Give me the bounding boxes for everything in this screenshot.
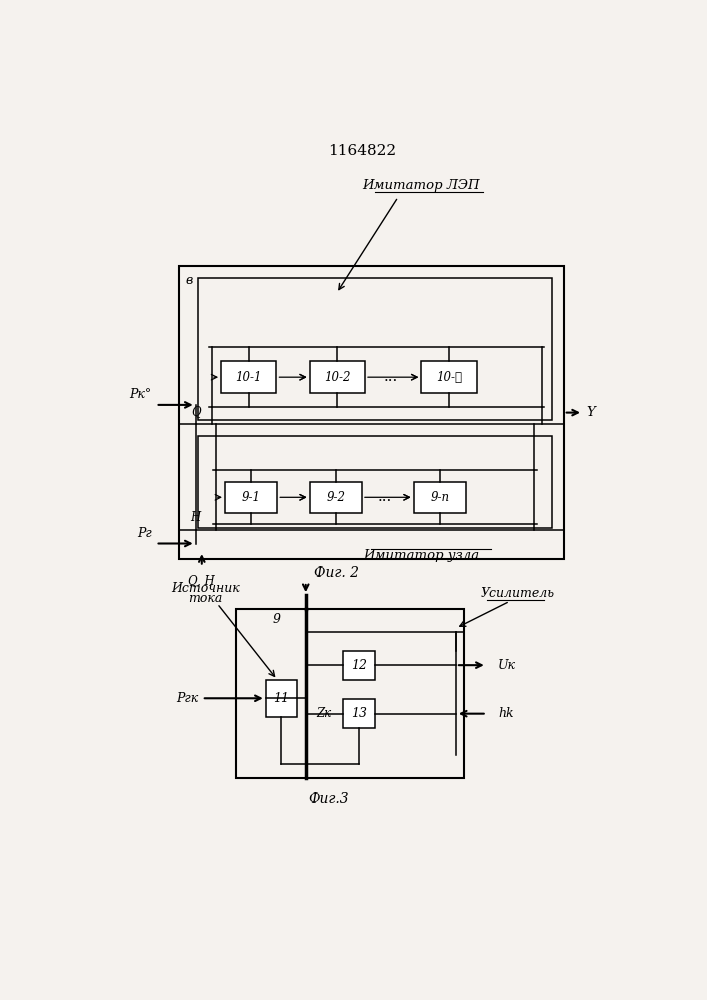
Bar	[343, 651, 375, 680]
Bar	[198, 278, 552, 420]
Bar	[310, 361, 365, 393]
Text: 12: 12	[351, 659, 367, 672]
Bar	[221, 361, 276, 393]
Text: 10-ℓ: 10-ℓ	[436, 371, 462, 384]
Bar	[179, 266, 563, 559]
Text: Фиг.3: Фиг.3	[308, 792, 349, 806]
Text: тока: тока	[189, 592, 223, 605]
Text: 13: 13	[351, 707, 367, 720]
Text: ...: ...	[377, 490, 392, 504]
Text: Pг: Pг	[137, 527, 152, 540]
Bar	[225, 482, 277, 513]
Text: в: в	[186, 274, 193, 287]
Bar	[198, 436, 552, 528]
Text: Q, H: Q, H	[189, 574, 215, 587]
Text: Имитатор узла: Имитатор узла	[363, 549, 479, 562]
Text: hk: hk	[498, 707, 514, 720]
Bar	[343, 699, 375, 728]
Text: Усилитель: Усилитель	[481, 587, 554, 600]
Bar	[236, 609, 464, 778]
Bar	[266, 680, 296, 717]
Text: 9: 9	[272, 613, 281, 626]
Text: ...: ...	[383, 370, 397, 384]
Text: 10-1: 10-1	[235, 371, 262, 384]
Bar	[310, 482, 362, 513]
Text: 11: 11	[273, 692, 289, 705]
Text: 1164822: 1164822	[328, 144, 396, 158]
Text: Фиг. 2: Фиг. 2	[314, 566, 359, 580]
Text: 9-1: 9-1	[242, 491, 261, 504]
Text: 10-2: 10-2	[324, 371, 351, 384]
Text: H: H	[190, 511, 201, 524]
Bar	[421, 361, 477, 393]
Text: 9-n: 9-n	[430, 491, 449, 504]
Text: Q: Q	[191, 405, 201, 418]
Text: 9-2: 9-2	[326, 491, 345, 504]
Text: Pк°: Pк°	[129, 388, 152, 401]
Text: Имитатор ЛЭП: Имитатор ЛЭП	[363, 179, 480, 192]
Text: Zк: Zк	[317, 707, 332, 720]
Text: Uк: Uк	[498, 659, 516, 672]
Text: Pгк: Pгк	[176, 692, 198, 705]
Text: Y: Y	[587, 406, 595, 419]
Text: Источник: Источник	[171, 582, 240, 595]
Bar	[414, 482, 466, 513]
